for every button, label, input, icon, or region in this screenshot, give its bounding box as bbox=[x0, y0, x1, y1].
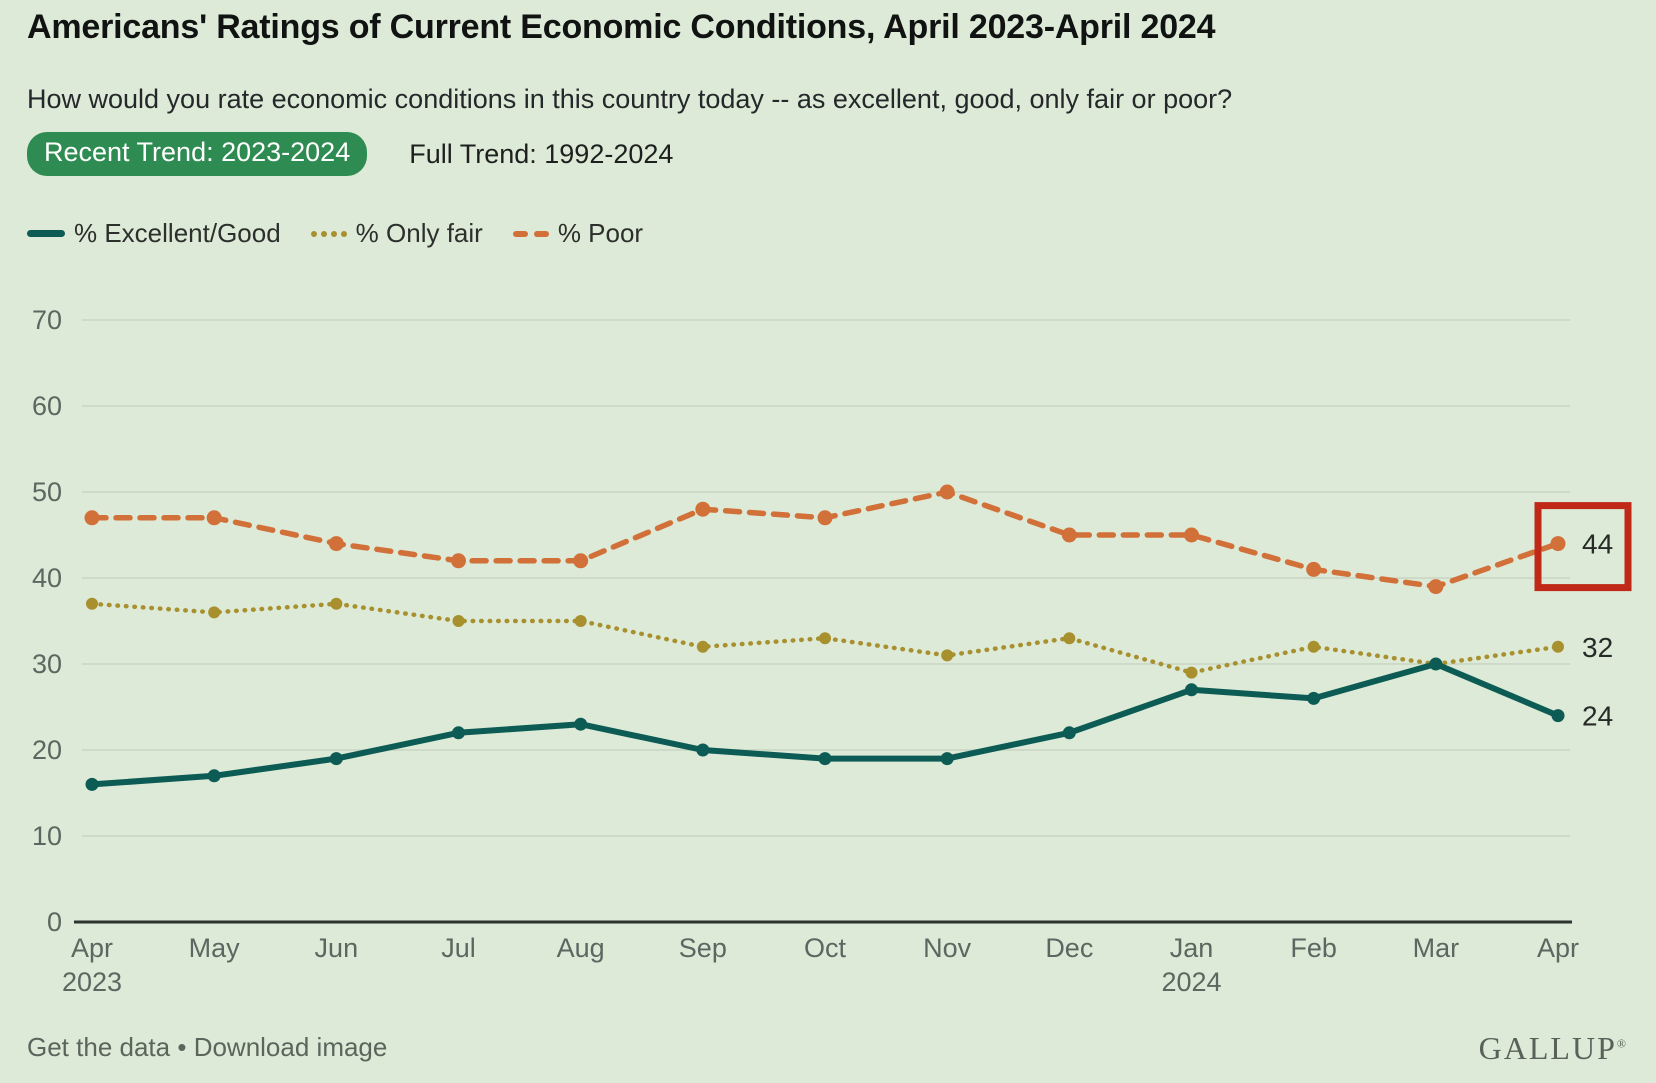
footer-separator: • bbox=[177, 1032, 187, 1062]
y-axis-tick: 70 bbox=[32, 305, 62, 335]
x-axis-tick: Sep bbox=[679, 933, 727, 963]
y-axis-tick: 60 bbox=[32, 391, 62, 421]
data-point-poor[interactable] bbox=[817, 510, 833, 526]
data-point-only-fair[interactable] bbox=[819, 632, 831, 645]
chart-legend: % Excellent/Good % Only fair % Poor bbox=[27, 218, 643, 249]
x-axis-tick: Dec bbox=[1045, 933, 1093, 963]
legend-label: % Poor bbox=[557, 218, 644, 248]
x-axis-tick: Feb bbox=[1290, 933, 1337, 963]
data-point-poor[interactable] bbox=[573, 553, 589, 569]
data-point-poor[interactable] bbox=[84, 510, 100, 526]
chart-footer: Get the data • Download image bbox=[27, 1032, 387, 1063]
x-axis-tick: Aug bbox=[557, 933, 605, 963]
data-point-poor[interactable] bbox=[1428, 579, 1444, 595]
registered-mark: ® bbox=[1616, 1036, 1626, 1051]
y-axis-tick: 50 bbox=[32, 477, 62, 507]
data-point-poor[interactable] bbox=[1306, 561, 1322, 577]
data-point-excellent-good[interactable] bbox=[818, 752, 832, 766]
data-point-excellent-good[interactable] bbox=[1429, 657, 1443, 671]
data-point-poor[interactable] bbox=[451, 553, 466, 569]
end-value-label-poor: 44 bbox=[1582, 529, 1613, 560]
data-point-only-fair[interactable] bbox=[208, 606, 221, 619]
end-value-label-excellent-good: 24 bbox=[1582, 701, 1613, 732]
x-axis-tick: Jul bbox=[441, 933, 476, 963]
data-point-excellent-good[interactable] bbox=[85, 777, 99, 791]
survey-question: How would you rate economic conditions i… bbox=[27, 84, 1233, 114]
y-axis-tick: 30 bbox=[32, 649, 62, 679]
data-point-only-fair[interactable] bbox=[330, 597, 343, 610]
x-axis-tick: Nov bbox=[923, 933, 972, 963]
legend-item-excellent-good[interactable]: % Excellent/Good bbox=[27, 218, 281, 249]
gallup-logo: GALLUP® bbox=[1478, 1030, 1626, 1066]
page-title: Americans' Ratings of Current Economic C… bbox=[27, 8, 1216, 46]
data-point-only-fair[interactable] bbox=[1307, 640, 1320, 653]
data-point-only-fair[interactable] bbox=[1185, 666, 1198, 679]
data-point-poor[interactable] bbox=[695, 501, 711, 517]
data-point-excellent-good[interactable] bbox=[1307, 691, 1321, 705]
highlight-box bbox=[1534, 502, 1632, 592]
legend-label: % Only fair bbox=[355, 218, 483, 248]
solid-line-swatch-icon bbox=[27, 230, 65, 237]
x-axis-tick: Jan 2024 bbox=[1161, 933, 1221, 997]
data-point-excellent-good[interactable] bbox=[574, 717, 588, 731]
legend-label: % Excellent/Good bbox=[74, 218, 281, 248]
data-point-only-fair[interactable] bbox=[86, 597, 98, 610]
x-axis-tick: Jun bbox=[315, 933, 359, 963]
data-point-excellent-good[interactable] bbox=[696, 743, 710, 757]
data-point-poor[interactable] bbox=[1184, 527, 1199, 543]
get-the-data-link[interactable]: Get the data bbox=[27, 1032, 171, 1062]
data-point-excellent-good[interactable] bbox=[329, 752, 343, 766]
x-axis-tick: Oct bbox=[804, 933, 847, 963]
data-point-only-fair[interactable] bbox=[941, 649, 954, 662]
trend-tabs: Recent Trend: 2023-2024 Full Trend: 1992… bbox=[27, 132, 673, 176]
data-point-only-fair[interactable] bbox=[452, 615, 465, 627]
series-line-excellent-good bbox=[89, 661, 1561, 788]
data-point-only-fair[interactable] bbox=[1063, 632, 1076, 645]
data-point-excellent-good[interactable] bbox=[207, 769, 221, 783]
y-axis-tick: 40 bbox=[32, 563, 62, 593]
data-point-poor[interactable] bbox=[1061, 527, 1077, 543]
y-axis-tick: 10 bbox=[32, 821, 62, 851]
data-point-poor[interactable] bbox=[939, 484, 955, 500]
data-point-poor[interactable] bbox=[206, 510, 222, 526]
data-point-excellent-good[interactable] bbox=[1551, 709, 1565, 723]
tab-full-trend[interactable]: Full Trend: 1992-2024 bbox=[409, 138, 674, 169]
x-axis-tick: Mar bbox=[1413, 933, 1460, 963]
data-point-excellent-good[interactable] bbox=[1062, 726, 1076, 740]
series-line-poor bbox=[89, 489, 1561, 590]
data-point-excellent-good[interactable] bbox=[1185, 683, 1198, 697]
data-point-excellent-good[interactable] bbox=[452, 726, 465, 740]
x-axis-tick: May bbox=[189, 933, 241, 963]
download-image-link[interactable]: Download image bbox=[193, 1032, 388, 1062]
x-axis-tick: Apr bbox=[1537, 933, 1579, 963]
data-point-excellent-good[interactable] bbox=[940, 752, 954, 766]
dashed-line-swatch-icon bbox=[512, 230, 549, 237]
data-point-poor[interactable] bbox=[328, 536, 344, 552]
data-point-only-fair[interactable] bbox=[574, 615, 587, 627]
dotted-line-swatch-icon bbox=[310, 230, 347, 237]
data-point-only-fair[interactable] bbox=[696, 640, 709, 653]
tab-recent-trend[interactable]: Recent Trend: 2023-2024 bbox=[27, 132, 368, 176]
y-axis-tick: 20 bbox=[32, 735, 62, 765]
data-point-poor[interactable] bbox=[1550, 536, 1566, 552]
y-axis-tick: 0 bbox=[47, 907, 62, 937]
data-point-only-fair[interactable] bbox=[1552, 640, 1564, 653]
end-value-label-only-fair: 32 bbox=[1582, 632, 1613, 663]
legend-item-only-fair[interactable]: % Only fair bbox=[310, 218, 483, 249]
x-axis-tick: Apr 2023 bbox=[62, 933, 122, 997]
legend-item-poor[interactable]: % Poor bbox=[512, 218, 644, 249]
